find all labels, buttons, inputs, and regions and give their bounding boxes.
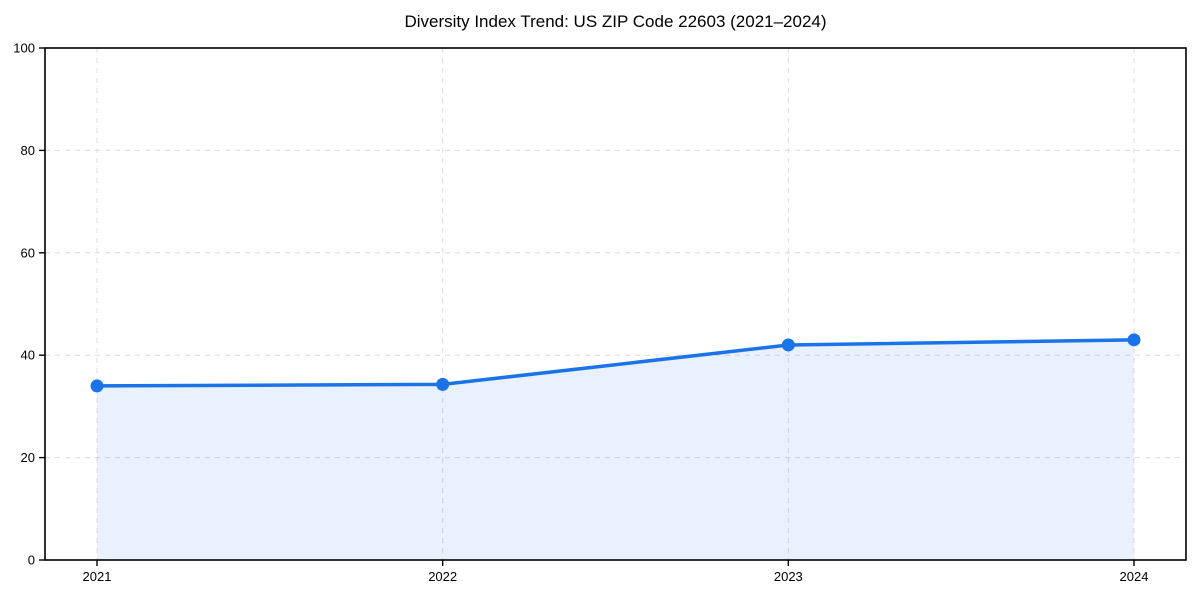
data-point-2024 (1127, 333, 1141, 347)
area-fill (97, 339, 1134, 560)
plot-border (44, 47, 1187, 561)
x-tick-label-2023: 2023 (774, 569, 803, 584)
x-tick-label-2022: 2022 (428, 569, 457, 584)
trend-line (95, 338, 1136, 388)
data-point-2023 (781, 338, 795, 352)
x-tick-label-2021: 2021 (83, 569, 112, 584)
x-tick-label-2024: 2024 (1120, 569, 1149, 584)
data-point-2022 (436, 377, 450, 391)
y-tick-label-0: 0 (28, 553, 35, 568)
y-tick-label-60: 60 (21, 245, 35, 260)
y-tick-label-100: 100 (13, 41, 35, 56)
y-tick-label-40: 40 (21, 348, 35, 363)
chart-title: Diversity Index Trend: US ZIP Code 22603… (404, 12, 827, 31)
y-tick-label-80: 80 (21, 143, 35, 158)
data-point-2021 (90, 379, 104, 393)
y-tick-label-20: 20 (21, 450, 35, 465)
